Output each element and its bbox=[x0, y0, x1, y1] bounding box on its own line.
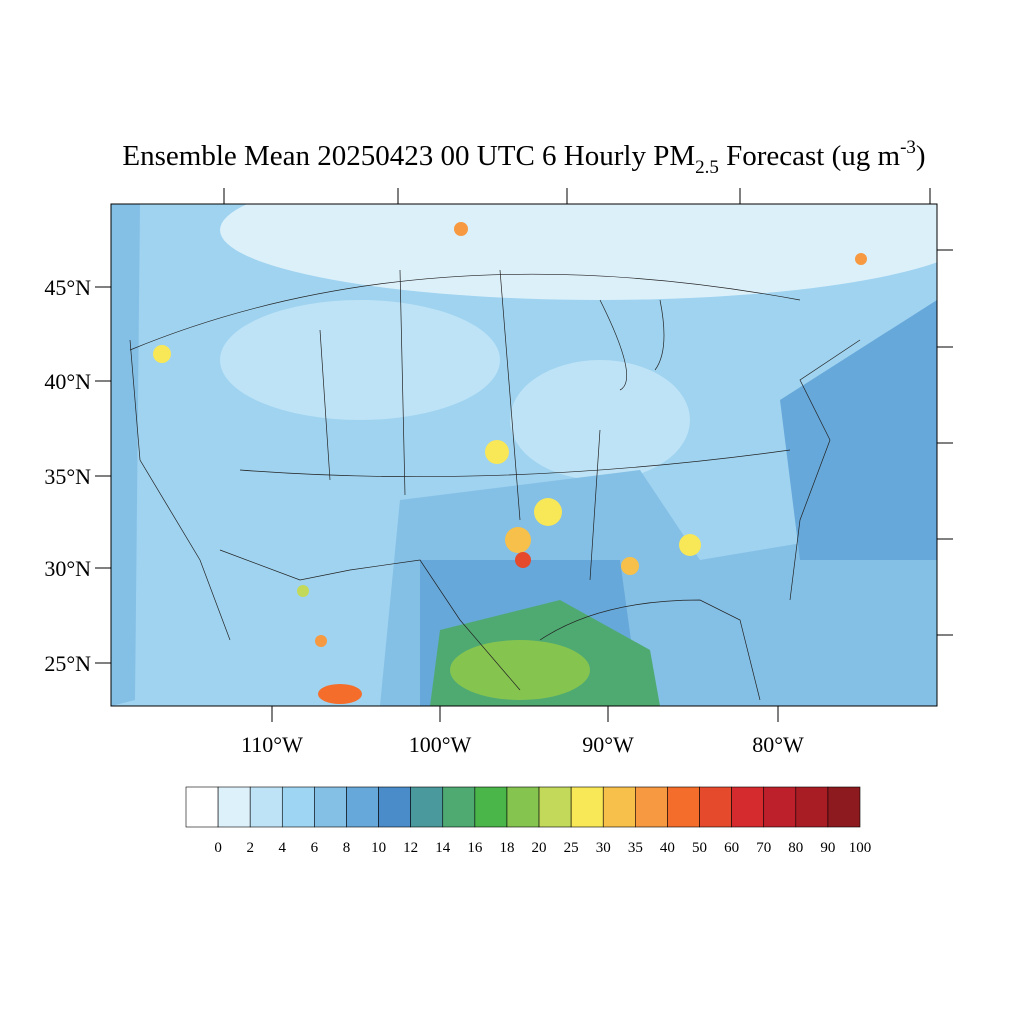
lat-label: 35°N bbox=[44, 464, 91, 489]
lon-label: 110°W bbox=[241, 732, 303, 757]
colorbar-label: 18 bbox=[499, 840, 514, 856]
colorbar-label: 6 bbox=[311, 840, 319, 856]
colorbar-box bbox=[667, 786, 700, 828]
colorbar-label: 100 bbox=[849, 840, 872, 856]
colorbar-box bbox=[281, 786, 315, 828]
colorbar-box bbox=[699, 786, 732, 828]
hotspot bbox=[454, 222, 468, 236]
colorbar-box bbox=[635, 786, 668, 828]
colorbar-box bbox=[217, 786, 251, 828]
hotspots bbox=[153, 222, 867, 704]
axis-labels: 45°N 40°N 35°N 30°N 25°N 110°W 100°W 90°W 80°W bbox=[44, 275, 804, 757]
hotspot bbox=[297, 585, 309, 597]
colorbar-box bbox=[378, 786, 411, 828]
title-main: Ensemble Mean 20250423 00 UTC 6 Hourly P… bbox=[122, 140, 695, 172]
colorbar-box bbox=[570, 786, 604, 828]
colorbar-box bbox=[474, 786, 508, 828]
field-mid bbox=[111, 204, 140, 706]
state-line bbox=[319, 269, 601, 581]
boundaries bbox=[129, 269, 861, 701]
colorbar-box bbox=[795, 786, 829, 828]
colorbar: 0 2 4 6 8 10 12 14 16 18 20 25 30 35 40 50 60 70 80 90 100 bbox=[185, 786, 872, 856]
title-superscript: -3 bbox=[900, 137, 916, 158]
hotspot bbox=[505, 527, 531, 553]
lat-label: 30°N bbox=[44, 556, 91, 581]
colorbar-label: 10 bbox=[371, 840, 386, 856]
title-subscript: 2.5 bbox=[695, 157, 719, 178]
colorbar-box bbox=[602, 786, 636, 828]
hotspot bbox=[318, 684, 362, 704]
field-dark bbox=[780, 300, 937, 560]
colorbar-label: 90 bbox=[820, 840, 835, 856]
colorbar-label: 60 bbox=[724, 840, 739, 856]
colorbar-box bbox=[506, 786, 540, 828]
colorbar-label: 20 bbox=[532, 840, 547, 856]
colorbar-label: 12 bbox=[403, 840, 418, 856]
hotspot bbox=[679, 534, 701, 556]
colorbar-label: 2 bbox=[246, 840, 254, 856]
colorbar-box bbox=[731, 786, 765, 828]
lat-label: 45°N bbox=[44, 275, 91, 300]
state-line bbox=[239, 449, 791, 478]
colorbar-label: 35 bbox=[628, 840, 643, 856]
field-light bbox=[220, 204, 937, 300]
hotspot bbox=[855, 253, 867, 265]
colorbar-box bbox=[185, 786, 219, 828]
colorbar-label: 8 bbox=[343, 840, 351, 856]
hotspot bbox=[515, 552, 531, 568]
hotspot bbox=[153, 345, 171, 363]
title: Ensemble Mean 20250423 00 UTC 6 Hourly P… bbox=[122, 137, 925, 178]
colorbar-label: 50 bbox=[692, 840, 707, 856]
colorbar-label: 80 bbox=[788, 840, 803, 856]
colorbar-box bbox=[442, 786, 476, 828]
field-light bbox=[220, 300, 500, 420]
lon-label: 100°W bbox=[409, 732, 472, 757]
border-line bbox=[219, 549, 521, 691]
hotspot bbox=[485, 440, 509, 464]
lat-label: 40°N bbox=[44, 369, 91, 394]
field-light bbox=[510, 360, 690, 480]
colorbar-box bbox=[827, 786, 861, 828]
map-field bbox=[111, 204, 937, 706]
coast-line bbox=[539, 599, 761, 701]
colorbar-box bbox=[249, 786, 283, 828]
lake-line bbox=[599, 299, 665, 391]
lon-label: 80°W bbox=[752, 732, 804, 757]
coast-line bbox=[789, 339, 861, 601]
colorbar-box bbox=[538, 786, 572, 828]
colorbar-label: 30 bbox=[596, 840, 611, 856]
colorbar-label: 16 bbox=[467, 840, 483, 856]
colorbar-box bbox=[763, 786, 797, 828]
hotspot bbox=[315, 635, 327, 647]
hotspot bbox=[621, 557, 639, 575]
frame-ticks bbox=[223, 188, 953, 636]
colorbar-label: 14 bbox=[435, 840, 451, 856]
border-line bbox=[129, 273, 801, 351]
title-middle: Forecast (ug m bbox=[719, 140, 901, 172]
field-green bbox=[450, 640, 590, 700]
colorbar-label: 40 bbox=[660, 840, 675, 856]
hotspot bbox=[534, 498, 562, 526]
colorbar-box bbox=[314, 786, 347, 828]
coast-line bbox=[129, 339, 231, 641]
colorbar-label: 70 bbox=[756, 840, 771, 856]
colorbar-box bbox=[346, 786, 379, 828]
lat-label: 25°N bbox=[44, 651, 91, 676]
colorbar-label: 4 bbox=[279, 840, 287, 856]
map-frame bbox=[110, 203, 938, 707]
colorbar-box bbox=[410, 786, 444, 828]
colorbar-label: 0 bbox=[214, 840, 222, 856]
title-end: ) bbox=[916, 140, 926, 172]
lon-label: 90°W bbox=[582, 732, 634, 757]
colorbar-label: 25 bbox=[564, 840, 579, 856]
